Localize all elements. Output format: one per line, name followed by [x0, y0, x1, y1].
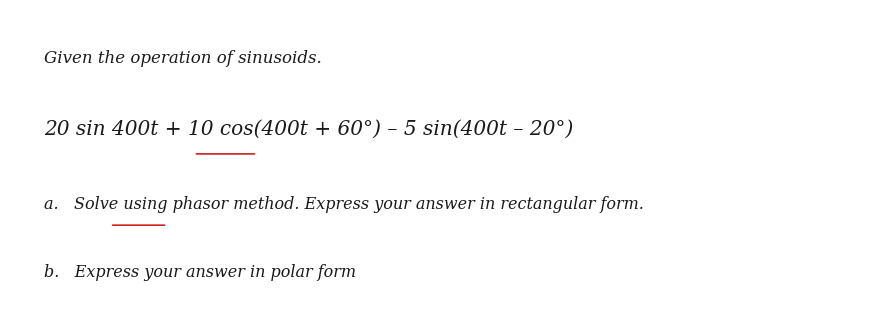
- Text: Given the operation of sinusoids.: Given the operation of sinusoids.: [44, 50, 322, 67]
- Text: b.   Express your answer in polar form: b. Express your answer in polar form: [44, 264, 356, 281]
- Text: 20 sin 400t + 10 cos(400t + 60°) – 5 sin(400t – 20°): 20 sin 400t + 10 cos(400t + 60°) – 5 sin…: [44, 120, 573, 139]
- Text: a.   Solve using phasor method. Express your answer in rectangular form.: a. Solve using phasor method. Express yo…: [44, 196, 644, 213]
